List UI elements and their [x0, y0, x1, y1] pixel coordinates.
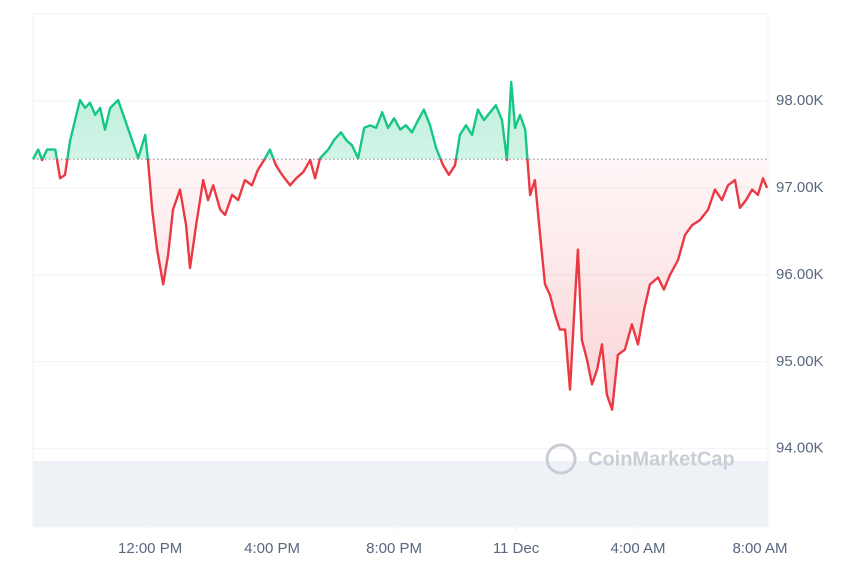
y-tick-label: 94.00K: [776, 440, 824, 457]
y-tick-label: 96.00K: [776, 266, 824, 283]
x-tick-label: 12:00 PM: [118, 540, 182, 557]
watermark-logo: [545, 443, 577, 475]
x-tick-label: 4:00 PM: [244, 540, 300, 557]
y-tick-label: 98.00K: [776, 92, 824, 109]
watermark: CoinMarketCap: [545, 443, 735, 475]
x-tick-label: 11 Dec: [493, 540, 540, 557]
y-tick-label: 95.00K: [776, 353, 824, 370]
x-tick-label: 8:00 PM: [366, 540, 422, 557]
price-line: [31, 80, 769, 411]
y-tick-label: 97.00K: [776, 179, 824, 196]
x-tick-label: 4:00 AM: [610, 540, 665, 557]
watermark-text: CoinMarketCap: [588, 448, 735, 470]
area-fill: [33, 81, 767, 410]
x-tick-label: 8:00 AM: [732, 540, 787, 557]
volume-area: [33, 461, 768, 527]
